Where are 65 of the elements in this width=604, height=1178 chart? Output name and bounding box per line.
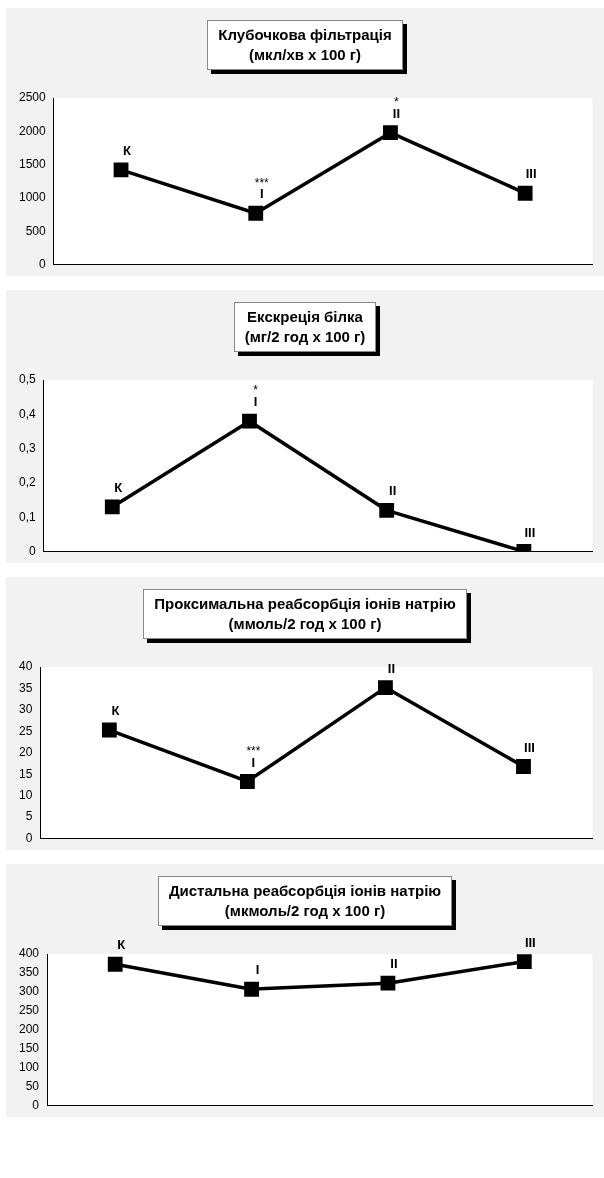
x-tick-label: III [524,934,536,950]
chart-subtitle: (ммоль/2 год x 100 г) [227,614,383,634]
point [383,125,398,141]
point [248,205,264,221]
y-tick-label: 5 [25,809,33,824]
x-tick-label: I [255,962,260,978]
y-tick-label: 0 [25,830,33,845]
chart-title: Проксимальна реабсорбція іонів натрію [154,594,456,614]
point [517,185,533,201]
x-tick-label: II [387,660,396,676]
point [113,162,129,178]
y-tick-label: 250 [18,1003,40,1018]
y-tick-label: 1000 [18,190,47,205]
chart-title: Клубочкова фільтрація [218,25,392,45]
y-tick-label: 50 [25,1078,40,1093]
y-tick-label: 2000 [18,123,47,138]
y-tick-label: 0,3 [18,440,36,455]
point [240,774,255,789]
chart-subtitle: (мкл/хв x 100 г) [247,45,363,65]
y-tick-label: 40 [18,659,33,674]
y-tick-label: 0,2 [18,475,36,490]
y-tick-label: 400 [18,946,40,961]
x-tick-label: II [389,483,397,499]
y-tick-label: 200 [18,1022,40,1037]
y-tick-label: 25 [18,723,33,738]
point [244,981,259,997]
y-tick-label: 0,4 [18,406,36,421]
y-tick-label: 150 [18,1041,40,1055]
x-tick-label: К [117,937,126,953]
x-tick-label: К [123,143,132,159]
x-tick-label: III [524,739,535,755]
point [516,759,531,774]
y-tick-label: 100 [18,1059,40,1074]
x-tick-label: III [525,166,537,182]
x-tick-label: К [111,703,120,719]
y-tick-label: 350 [18,965,40,980]
y-tick-label: 0,5 [18,372,36,387]
chart-subtitle: (мкмоль/2 год x 100 г) [223,901,387,921]
y-tick-label: 500 [25,223,47,238]
y-tick-label: 0 [32,1097,40,1112]
y-tick-label: 35 [18,680,33,695]
y-tick-label: 1500 [18,156,47,171]
point [516,954,532,969]
y-tick-label: 30 [18,702,33,717]
x-tick-label: II [390,956,398,972]
chart-title: Екскреція білка [246,307,364,327]
x-tick-label: III [524,524,536,540]
y-tick-label: 0 [39,256,47,271]
point [379,502,395,518]
y-tick-label: 15 [18,766,33,781]
y-tick-label: 0 [28,543,36,558]
y-tick-label: 20 [18,745,33,760]
y-tick-label: 10 [18,787,33,802]
chart-subtitle: (мг/2 год x 100 г) [244,327,366,347]
point [104,499,120,515]
y-tick-label: 2500 [18,90,47,105]
point [380,975,396,991]
y-tick-label: 300 [18,984,40,999]
x-tick-label: К [114,479,123,495]
point [101,722,117,738]
chart-title: Дистальна реабсорбція іонів натрію [168,881,442,901]
point [378,680,393,695]
point [107,956,123,972]
y-tick-label: 0,1 [18,509,36,524]
point [242,413,257,429]
